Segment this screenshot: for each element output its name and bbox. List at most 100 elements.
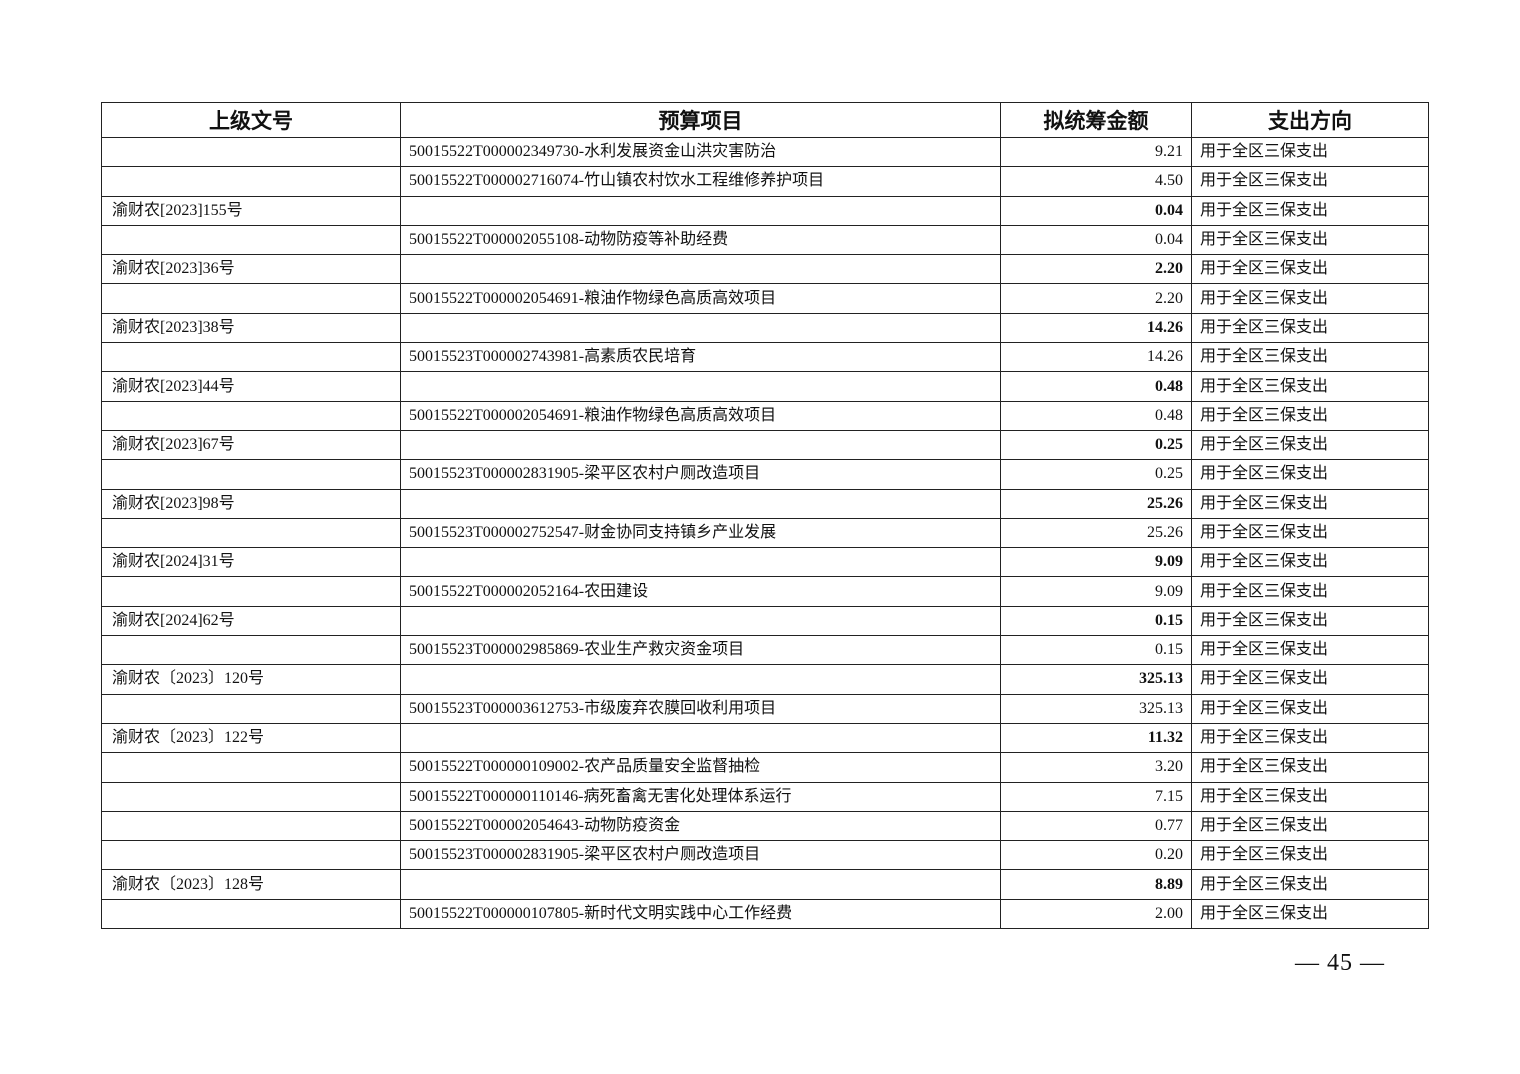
cell-budget-project: 50015522T000002052164-农田建设 <box>400 576 1001 607</box>
cell-expenditure-direction: 用于全区三保支出 <box>1191 342 1429 373</box>
cell-budget-project: 50015522T000000109002-农产品质量安全监督抽检 <box>400 752 1001 783</box>
table-row: 渝财农[2023]155号 0.04 用于全区三保支出 <box>101 195 1429 226</box>
table-body: 50015522T000002349730-水利发展资金山洪灾害防治 9.21 用于… <box>101 136 1429 930</box>
cell-amount: 9.09 <box>1000 576 1192 607</box>
cell-expenditure-direction: 用于全区三保支出 <box>1191 547 1429 578</box>
table-row: 渝财农〔2023〕122号 11.32 用于全区三保支出 <box>101 722 1429 754</box>
cell-document-number: 渝财农〔2023〕120号 <box>101 664 401 695</box>
cell-expenditure-direction: 用于全区三保支出 <box>1191 224 1429 256</box>
header-document-number: 上级文号 <box>101 102 401 138</box>
table-row: 渝财农〔2023〕128号 8.89 用于全区三保支出 <box>101 869 1429 900</box>
cell-document-number <box>101 693 401 724</box>
cell-expenditure-direction: 用于全区三保支出 <box>1191 312 1429 344</box>
cell-expenditure-direction: 用于全区三保支出 <box>1191 195 1429 226</box>
cell-expenditure-direction: 用于全区三保支出 <box>1191 517 1429 549</box>
cell-expenditure-direction: 用于全区三保支出 <box>1191 664 1429 695</box>
cell-document-number <box>101 517 401 549</box>
cell-expenditure-direction: 用于全区三保支出 <box>1191 722 1429 754</box>
cell-expenditure-direction: 用于全区三保支出 <box>1191 429 1429 461</box>
table-row: 50015522T000002716074-竹山镇农村饮水工程维修养护项目 4.5… <box>101 166 1429 197</box>
cell-budget-project <box>400 722 1001 754</box>
cell-budget-project <box>400 605 1001 637</box>
cell-expenditure-direction: 用于全区三保支出 <box>1191 283 1429 314</box>
table-row: 渝财农〔2023〕120号 325.13 用于全区三保支出 <box>101 664 1429 695</box>
cell-budget-project <box>400 488 1001 519</box>
cell-document-number <box>101 136 401 168</box>
cell-expenditure-direction: 用于全区三保支出 <box>1191 136 1429 168</box>
table-row: 渝财农[2023]44号 0.48 用于全区三保支出 <box>101 371 1429 402</box>
cell-amount: 0.48 <box>1000 371 1192 402</box>
cell-expenditure-direction: 用于全区三保支出 <box>1191 605 1429 637</box>
cell-expenditure-direction: 用于全区三保支出 <box>1191 810 1429 842</box>
cell-budget-project: 50015522T000002054691-粮油作物绿色高质高效项目 <box>400 283 1001 314</box>
cell-expenditure-direction: 用于全区三保支出 <box>1191 166 1429 197</box>
cell-expenditure-direction: 用于全区三保支出 <box>1191 693 1429 724</box>
cell-document-number: 渝财农〔2023〕128号 <box>101 869 401 900</box>
budget-table: 上级文号 预算项目 拟统筹金额 支出方向 50015522T0000023497… <box>101 102 1429 930</box>
table-row: 渝财农[2023]38号 14.26 用于全区三保支出 <box>101 312 1429 344</box>
cell-document-number: 渝财农[2023]44号 <box>101 371 401 402</box>
cell-document-number <box>101 576 401 607</box>
cell-budget-project: 50015523T000002831905-梁平区农村户厕改造项目 <box>400 840 1001 871</box>
cell-budget-project <box>400 371 1001 402</box>
table-row: 50015522T000000107805-新时代文明实践中心工作经费 2.00 用… <box>101 898 1429 930</box>
cell-amount: 2.20 <box>1000 254 1192 285</box>
cell-amount: 2.00 <box>1000 898 1192 930</box>
table-row: 渝财农[2023]98号 25.26 用于全区三保支出 <box>101 488 1429 519</box>
cell-document-number: 渝财农[2023]38号 <box>101 312 401 344</box>
cell-document-number: 渝财农[2024]62号 <box>101 605 401 637</box>
table-row: 50015523T000002985869-农业生产救灾资金项目 0.15 用于全区… <box>101 635 1429 666</box>
cell-document-number <box>101 283 401 314</box>
cell-amount: 0.15 <box>1000 605 1192 637</box>
cell-budget-project: 50015522T000002054643-动物防疫资金 <box>400 810 1001 842</box>
table-row: 50015522T000002055108-动物防疫等补助经费 0.04 用于全区三… <box>101 224 1429 256</box>
cell-budget-project <box>400 869 1001 900</box>
cell-budget-project: 50015522T000002716074-竹山镇农村饮水工程维修养护项目 <box>400 166 1001 197</box>
table-row: 渝财农[2023]36号 2.20 用于全区三保支出 <box>101 254 1429 285</box>
cell-expenditure-direction: 用于全区三保支出 <box>1191 840 1429 871</box>
table-row: 50015522T000000109002-农产品质量安全监督抽检 3.20 用于全… <box>101 752 1429 783</box>
page-number: — 45 — <box>1295 950 1385 976</box>
cell-amount: 0.15 <box>1000 635 1192 666</box>
cell-document-number <box>101 898 401 930</box>
cell-budget-project: 50015522T000002055108-动物防疫等补助经费 <box>400 224 1001 256</box>
cell-document-number <box>101 752 401 783</box>
cell-expenditure-direction: 用于全区三保支出 <box>1191 781 1429 812</box>
cell-budget-project: 50015522T000000107805-新时代文明实践中心工作经费 <box>400 898 1001 930</box>
cell-budget-project <box>400 547 1001 578</box>
table-row: 50015522T000002054691-粮油作物绿色高质高效项目 2.20 用于… <box>101 283 1429 314</box>
cell-amount: 14.26 <box>1000 342 1192 373</box>
cell-expenditure-direction: 用于全区三保支出 <box>1191 869 1429 900</box>
cell-budget-project: 50015522T000002349730-水利发展资金山洪灾害防治 <box>400 136 1001 168</box>
cell-budget-project: 50015523T000002831905-梁平区农村户厕改造项目 <box>400 459 1001 490</box>
table-row: 50015522T000002349730-水利发展资金山洪灾害防治 9.21 用于… <box>101 136 1429 168</box>
table-row: 50015523T000002752547-财金协同支持镇乡产业发展 25.26 用… <box>101 517 1429 549</box>
cell-budget-project: 50015523T000002752547-财金协同支持镇乡产业发展 <box>400 517 1001 549</box>
cell-document-number <box>101 459 401 490</box>
cell-document-number: 渝财农[2023]67号 <box>101 429 401 461</box>
cell-amount: 325.13 <box>1000 693 1192 724</box>
cell-budget-project <box>400 429 1001 461</box>
cell-amount: 3.20 <box>1000 752 1192 783</box>
table-row: 50015522T000002052164-农田建设 9.09 用于全区三保支出 <box>101 576 1429 607</box>
cell-expenditure-direction: 用于全区三保支出 <box>1191 576 1429 607</box>
cell-budget-project <box>400 195 1001 226</box>
cell-document-number <box>101 224 401 256</box>
cell-expenditure-direction: 用于全区三保支出 <box>1191 400 1429 431</box>
cell-document-number: 渝财农〔2023〕122号 <box>101 722 401 754</box>
cell-amount: 325.13 <box>1000 664 1192 695</box>
cell-amount: 7.15 <box>1000 781 1192 812</box>
cell-budget-project <box>400 664 1001 695</box>
cell-expenditure-direction: 用于全区三保支出 <box>1191 459 1429 490</box>
cell-document-number: 渝财农[2023]98号 <box>101 488 401 519</box>
cell-amount: 0.48 <box>1000 400 1192 431</box>
cell-document-number <box>101 781 401 812</box>
cell-amount: 2.20 <box>1000 283 1192 314</box>
cell-budget-project: 50015523T000002743981-高素质农民培育 <box>400 342 1001 373</box>
cell-amount: 0.04 <box>1000 195 1192 226</box>
table-row: 50015523T000002831905-梁平区农村户厕改造项目 0.20 用于全… <box>101 840 1429 871</box>
header-budget-project: 预算项目 <box>400 102 1001 138</box>
table-row: 50015523T000002743981-高素质农民培育 14.26 用于全区三保… <box>101 342 1429 373</box>
cell-amount: 25.26 <box>1000 488 1192 519</box>
cell-amount: 0.04 <box>1000 224 1192 256</box>
